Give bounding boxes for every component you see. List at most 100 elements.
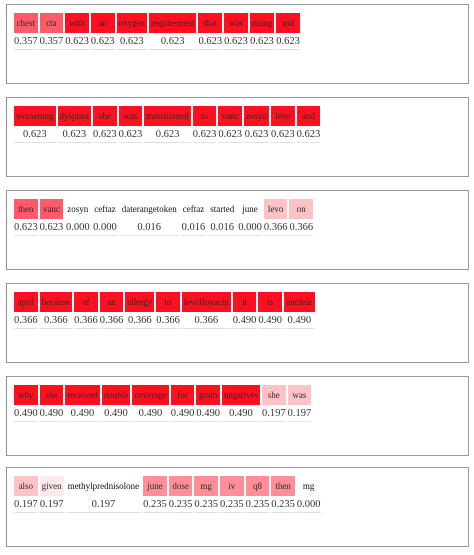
token: of 0.366 xyxy=(74,292,98,329)
token-score: 0.490 xyxy=(39,407,64,422)
token: she 0.490 xyxy=(39,385,64,422)
token-score: 0.490 xyxy=(258,314,283,329)
token-score: 0.623 xyxy=(93,128,117,143)
token: why 0.490 xyxy=(14,385,38,422)
token-score: 0.623 xyxy=(90,35,115,50)
token-word: dyspnea xyxy=(57,106,91,126)
sentence-panel: chest 0.357 cta 0.357 with 0.623 an 0.623 oxygen… xyxy=(6,4,469,84)
token-word: was xyxy=(224,13,248,33)
token-score: 0.366 xyxy=(39,314,73,329)
token: mg 0.235 xyxy=(194,476,218,513)
token: was 0.623 xyxy=(118,106,143,143)
token-score: 0.366 xyxy=(125,314,155,329)
token: q8 0.235 xyxy=(245,476,270,513)
token: negatives 0.490 xyxy=(221,385,260,422)
token-score: 0.366 xyxy=(99,314,124,329)
token-score: 0.623 xyxy=(116,35,147,50)
token-word: then xyxy=(271,476,295,496)
token: dose 0.235 xyxy=(168,476,193,513)
token-word: daterangetoken xyxy=(119,199,179,219)
token: april 0.366 xyxy=(14,292,38,329)
token: oxygen 0.623 xyxy=(116,13,147,50)
token-word: requirement xyxy=(149,13,197,33)
token: started 0.016 xyxy=(208,199,237,236)
token-score: 0.623 xyxy=(14,221,38,236)
token-score: 0.490 xyxy=(132,407,169,422)
token-word: also xyxy=(14,476,38,496)
token-word: negatives xyxy=(221,385,260,405)
token-score: 0.623 xyxy=(192,128,217,143)
token-word: levo xyxy=(271,106,295,126)
token: also 0.197 xyxy=(14,476,38,513)
token: with 0.623 xyxy=(65,13,89,50)
token: june 0.000 xyxy=(238,199,262,236)
token-word: with xyxy=(65,13,89,33)
token-word: q8 xyxy=(245,476,270,496)
token-score: 0.623 xyxy=(57,128,91,143)
token-word: mg xyxy=(194,476,218,496)
token-word: levofloxacin xyxy=(181,292,231,312)
token-score: 0.623 xyxy=(39,221,64,236)
token-word: vanc xyxy=(39,199,64,219)
token: then 0.623 xyxy=(14,199,38,236)
token: requirement 0.623 xyxy=(149,13,197,50)
token-score: 0.490 xyxy=(65,407,100,422)
token-word: that xyxy=(198,13,223,33)
token: because 0.366 xyxy=(39,292,73,329)
token-score: 0.197 xyxy=(65,498,142,513)
token-score: 0.366 xyxy=(263,221,288,236)
token: mg 0.000 xyxy=(296,476,321,513)
token: double 0.490 xyxy=(101,385,131,422)
token-word: zosyn xyxy=(65,199,91,219)
token: she 0.197 xyxy=(261,385,286,422)
token-word: then xyxy=(14,199,38,219)
token-score: 0.623 xyxy=(14,128,56,143)
token-word: she xyxy=(93,106,117,126)
token-score: 0.366 xyxy=(14,314,38,329)
token-score: 0.235 xyxy=(271,498,295,513)
token: received 0.490 xyxy=(65,385,100,422)
token: zosyn 0.000 xyxy=(65,199,91,236)
sentence-panel: then 0.623 vanc 0.623 zosyn 0.000 ceftaz 0.000 d… xyxy=(6,190,469,270)
token-word: vanc xyxy=(218,106,242,126)
token: is 0.490 xyxy=(258,292,283,329)
token-word: an xyxy=(90,13,115,33)
token: unclear 0.490 xyxy=(284,292,315,329)
sentence-panel: april 0.366 because 0.366 of 0.366 an 0.366 alle… xyxy=(6,283,469,363)
token: gram 0.490 xyxy=(196,385,220,422)
token: that 0.623 xyxy=(198,13,223,50)
token: for 0.490 xyxy=(170,385,195,422)
token: levofloxacin 0.366 xyxy=(181,292,231,329)
token-score: 0.016 xyxy=(180,221,207,236)
token: was 0.197 xyxy=(287,385,312,422)
token-word: for xyxy=(170,385,195,405)
token-score: 0.000 xyxy=(238,221,262,236)
token: methylprednisolone 0.197 xyxy=(65,476,142,513)
token-word: received xyxy=(65,385,100,405)
token-score: 0.623 xyxy=(149,35,197,50)
token-score: 0.366 xyxy=(74,314,98,329)
token-word: was xyxy=(287,385,312,405)
token: and 0.623 xyxy=(296,106,321,143)
token-score: 0.197 xyxy=(39,498,64,513)
token-word: gram xyxy=(196,385,220,405)
token-score: 0.623 xyxy=(296,128,321,143)
token: then 0.235 xyxy=(271,476,295,513)
token-score: 0.623 xyxy=(65,35,89,50)
sentence-panel: why 0.490 she 0.490 received 0.490 double 0.490… xyxy=(6,376,469,456)
token: allergy 0.366 xyxy=(125,292,155,329)
token-score: 0.197 xyxy=(287,407,312,422)
token-word: was xyxy=(118,106,143,126)
token-word: an xyxy=(99,292,124,312)
token-word: oxygen xyxy=(116,13,147,33)
token: it 0.490 xyxy=(232,292,257,329)
token-word: levo xyxy=(263,199,288,219)
token: levo 0.366 xyxy=(263,199,288,236)
token-score: 0.197 xyxy=(261,407,286,422)
token: chest 0.357 xyxy=(14,13,38,50)
token: an 0.623 xyxy=(90,13,115,50)
token: was 0.623 xyxy=(224,13,248,50)
token-score: 0.623 xyxy=(218,128,242,143)
token: to 0.366 xyxy=(156,292,180,329)
token-word: methylprednisolone xyxy=(65,476,142,496)
